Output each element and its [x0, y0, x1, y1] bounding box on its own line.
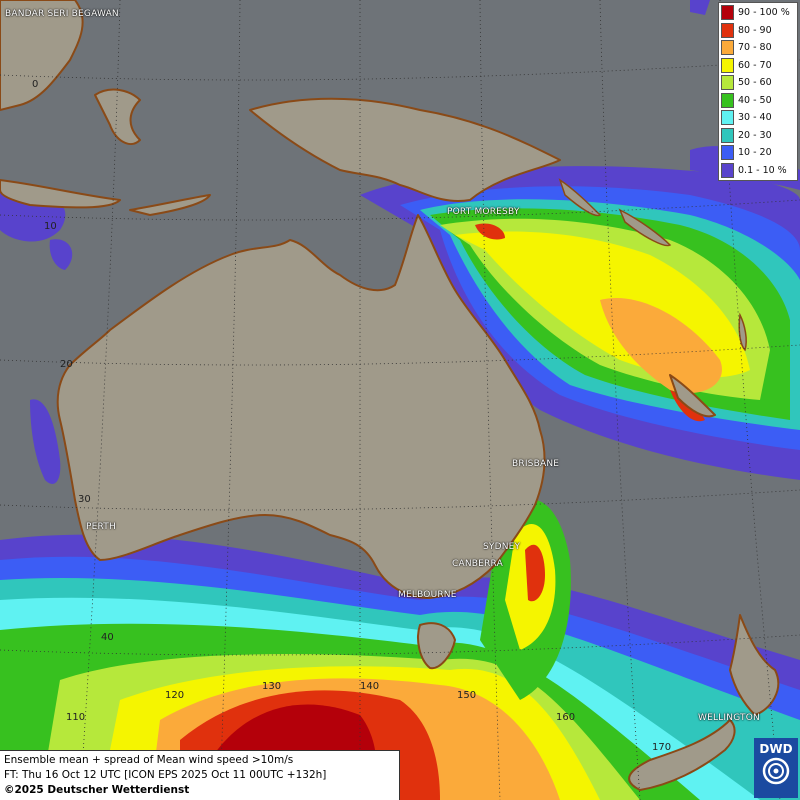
legend-swatch [721, 145, 734, 161]
legend-label: 20 - 30 [738, 129, 772, 141]
legend-label: 0.1 - 10 % [738, 164, 787, 176]
legend-item: 30 - 40 [719, 109, 797, 127]
lon-label-130: 130 [262, 681, 282, 692]
info-title: Ensemble mean + spread of Mean wind spee… [4, 754, 294, 766]
lon-label-150: 150 [457, 690, 477, 701]
lon-label-170: 170 [652, 742, 672, 753]
legend-swatch [721, 57, 734, 73]
info-box: Ensemble mean + spread of Mean wind spee… [0, 750, 400, 800]
legend-label: 90 - 100 % [738, 7, 790, 19]
city-label-perth: PERTH [86, 522, 116, 532]
info-forecast-time: FT: Thu 16 Oct 12 UTC [ICON EPS 2025 Oct… [4, 769, 327, 781]
dwd-logo-text: DWD [759, 742, 793, 756]
legend-item: 60 - 70 [719, 57, 797, 75]
legend-swatch [721, 110, 734, 126]
legend-label: 30 - 40 [738, 112, 772, 124]
lat-label-30: 30 [78, 494, 91, 505]
legend-swatch [721, 162, 734, 178]
legend-item: 90 - 100 % [719, 4, 797, 22]
landmasses [0, 0, 780, 791]
lon-label-120: 120 [165, 690, 185, 701]
legend: 90 - 100 % 80 - 90 70 - 80 60 - 70 50 - 60 40… [718, 2, 798, 181]
legend-swatch [721, 127, 734, 143]
city-label-bandar-seri-begawan: BANDAR SERI BEGAWAN [5, 9, 119, 19]
lat-label-40: 40 [101, 632, 114, 643]
dwd-swirl-icon [762, 757, 790, 785]
info-copyright: ©2025 Deutscher Wetterdienst [4, 784, 190, 796]
legend-item: 70 - 80 [719, 39, 797, 57]
lat-label-20: 20 [60, 359, 73, 370]
lon-label-160: 160 [556, 712, 576, 723]
legend-label: 80 - 90 [738, 24, 772, 36]
city-label-brisbane: BRISBANE [512, 459, 560, 469]
city-label-canberra: CANBERRA [452, 559, 503, 569]
lat-label-10: 10 [44, 221, 57, 232]
legend-label: 10 - 20 [738, 147, 772, 159]
dwd-logo: DWD [754, 738, 798, 798]
city-label-port-moresby: PORT MORESBY [447, 207, 520, 217]
legend-swatch [721, 5, 734, 21]
legend-item: 80 - 90 [719, 22, 797, 40]
legend-label: 60 - 70 [738, 59, 772, 71]
legend-swatch [721, 75, 734, 91]
legend-swatch [721, 40, 734, 56]
lon-label-110: 110 [66, 712, 86, 723]
legend-item: 10 - 20 [719, 144, 797, 162]
city-label-sydney: SYDNEY [483, 542, 521, 552]
legend-item: 50 - 60 [719, 74, 797, 92]
lat-label-0: 0 [32, 79, 39, 90]
lon-label-140: 140 [360, 681, 380, 692]
legend-item: 40 - 50 [719, 92, 797, 110]
city-label-wellington: WELLINGTON [698, 713, 760, 723]
wind-probability-south [0, 499, 800, 800]
legend-item: 20 - 30 [719, 127, 797, 145]
legend-swatch [721, 22, 734, 38]
legend-label: 70 - 80 [738, 42, 772, 54]
legend-swatch [721, 92, 734, 108]
legend-item: 0.1 - 10 % [719, 162, 797, 180]
city-label-melbourne: MELBOURNE [398, 590, 457, 600]
legend-label: 50 - 60 [738, 77, 772, 89]
legend-label: 40 - 50 [738, 94, 772, 106]
